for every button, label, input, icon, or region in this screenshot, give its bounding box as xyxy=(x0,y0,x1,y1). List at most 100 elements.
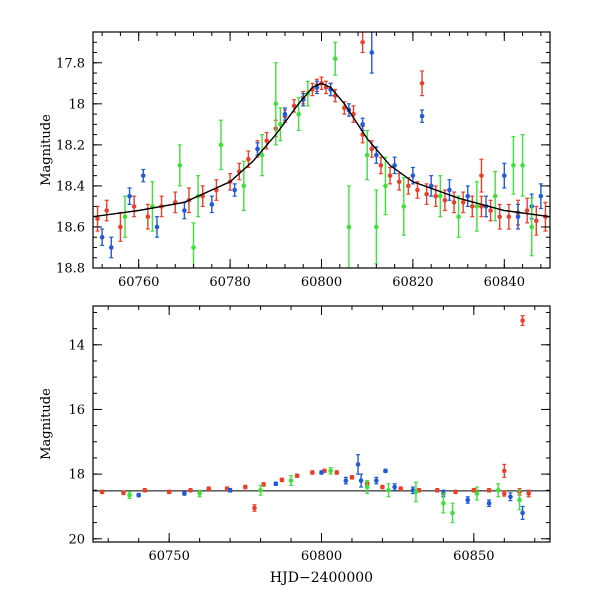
data-point xyxy=(99,228,105,247)
point-marker xyxy=(456,214,461,219)
data-point xyxy=(447,179,452,201)
data-point xyxy=(392,483,397,491)
data-point xyxy=(470,195,475,218)
point-marker xyxy=(182,491,187,496)
data-point xyxy=(334,470,340,475)
point-marker xyxy=(374,478,379,483)
point-marker xyxy=(383,468,388,474)
data-point xyxy=(486,499,492,508)
data-point xyxy=(533,205,539,236)
point-marker xyxy=(511,163,516,168)
point-marker xyxy=(95,216,100,222)
data-point xyxy=(524,197,530,224)
point-marker xyxy=(415,187,420,193)
data-point xyxy=(122,195,128,238)
point-marker xyxy=(465,193,471,199)
point-marker xyxy=(495,487,501,493)
x-tick-label: 60820 xyxy=(392,275,433,290)
data-point xyxy=(506,203,512,230)
data-point xyxy=(142,487,148,493)
data-point xyxy=(438,175,443,218)
data-point xyxy=(209,195,215,214)
data-point xyxy=(99,489,105,495)
point-marker xyxy=(209,202,215,207)
data-point xyxy=(104,199,110,222)
point-marker xyxy=(434,487,440,493)
point-marker xyxy=(121,490,126,496)
data-point xyxy=(450,502,455,524)
point-marker xyxy=(508,494,513,500)
x-tick-label: 60780 xyxy=(209,275,250,290)
data-point xyxy=(508,492,513,502)
data-point xyxy=(474,486,480,501)
series-red xyxy=(99,315,531,512)
x-tick-label: 60850 xyxy=(453,549,494,564)
data-point xyxy=(526,489,531,498)
y-tick-label: 20 xyxy=(68,532,85,547)
point-marker xyxy=(131,204,137,209)
axes-frame xyxy=(92,305,551,543)
point-marker xyxy=(191,245,196,250)
point-marker xyxy=(343,478,349,483)
point-marker xyxy=(206,486,212,491)
point-marker xyxy=(355,462,361,467)
data-point xyxy=(419,70,425,97)
point-marker xyxy=(127,193,132,199)
data-point xyxy=(346,185,352,268)
data-point xyxy=(191,222,196,268)
point-marker xyxy=(188,487,193,493)
point-marker xyxy=(232,187,237,193)
data-point xyxy=(492,170,498,222)
data-point xyxy=(319,470,324,475)
data-point xyxy=(465,496,471,504)
data-point xyxy=(323,80,329,95)
data-point xyxy=(529,197,535,257)
point-marker xyxy=(450,510,455,516)
data-point xyxy=(413,481,419,503)
point-marker xyxy=(465,497,471,503)
point-marker xyxy=(145,214,151,219)
point-marker xyxy=(346,224,352,230)
data-point xyxy=(456,195,461,238)
point-marker xyxy=(471,487,477,493)
data-point xyxy=(387,166,393,185)
point-marker xyxy=(255,146,260,152)
top-panel: 60760 60780 60800 60820 60840 17.8 18 18.2 18.4 1… xyxy=(39,31,551,290)
point-marker xyxy=(419,81,425,86)
data-point xyxy=(401,177,407,236)
point-marker xyxy=(474,491,480,496)
data-point xyxy=(343,476,349,485)
point-marker xyxy=(140,173,146,178)
point-marker xyxy=(396,179,402,185)
bottom-panel: 60750 60800 60850 14 16 18 20 Magnitude HJD−2400… xyxy=(39,305,551,586)
x-tick-label: 60750 xyxy=(148,549,189,564)
point-marker xyxy=(386,487,391,493)
point-marker xyxy=(433,193,439,199)
data-point xyxy=(495,483,501,498)
point-marker xyxy=(218,142,224,148)
data-point xyxy=(182,201,187,220)
y-tick-label: 16 xyxy=(68,403,85,418)
series-red xyxy=(95,32,548,242)
point-marker xyxy=(502,491,507,496)
data-point xyxy=(511,136,516,195)
point-marker xyxy=(291,103,297,109)
point-marker xyxy=(258,487,263,493)
point-marker xyxy=(488,208,493,213)
data-point xyxy=(441,492,446,514)
point-marker xyxy=(410,173,416,178)
point-marker xyxy=(520,318,525,323)
point-marker xyxy=(520,163,525,168)
y-axis-label: Magnitude xyxy=(39,388,54,460)
data-point xyxy=(396,173,402,191)
data-point xyxy=(140,168,146,183)
data-point xyxy=(273,62,279,146)
point-marker xyxy=(264,138,269,144)
data-point xyxy=(479,195,484,218)
data-point xyxy=(255,142,260,156)
data-point xyxy=(227,487,233,493)
point-marker xyxy=(424,191,429,197)
data-point xyxy=(465,185,471,208)
data-point xyxy=(502,463,507,478)
